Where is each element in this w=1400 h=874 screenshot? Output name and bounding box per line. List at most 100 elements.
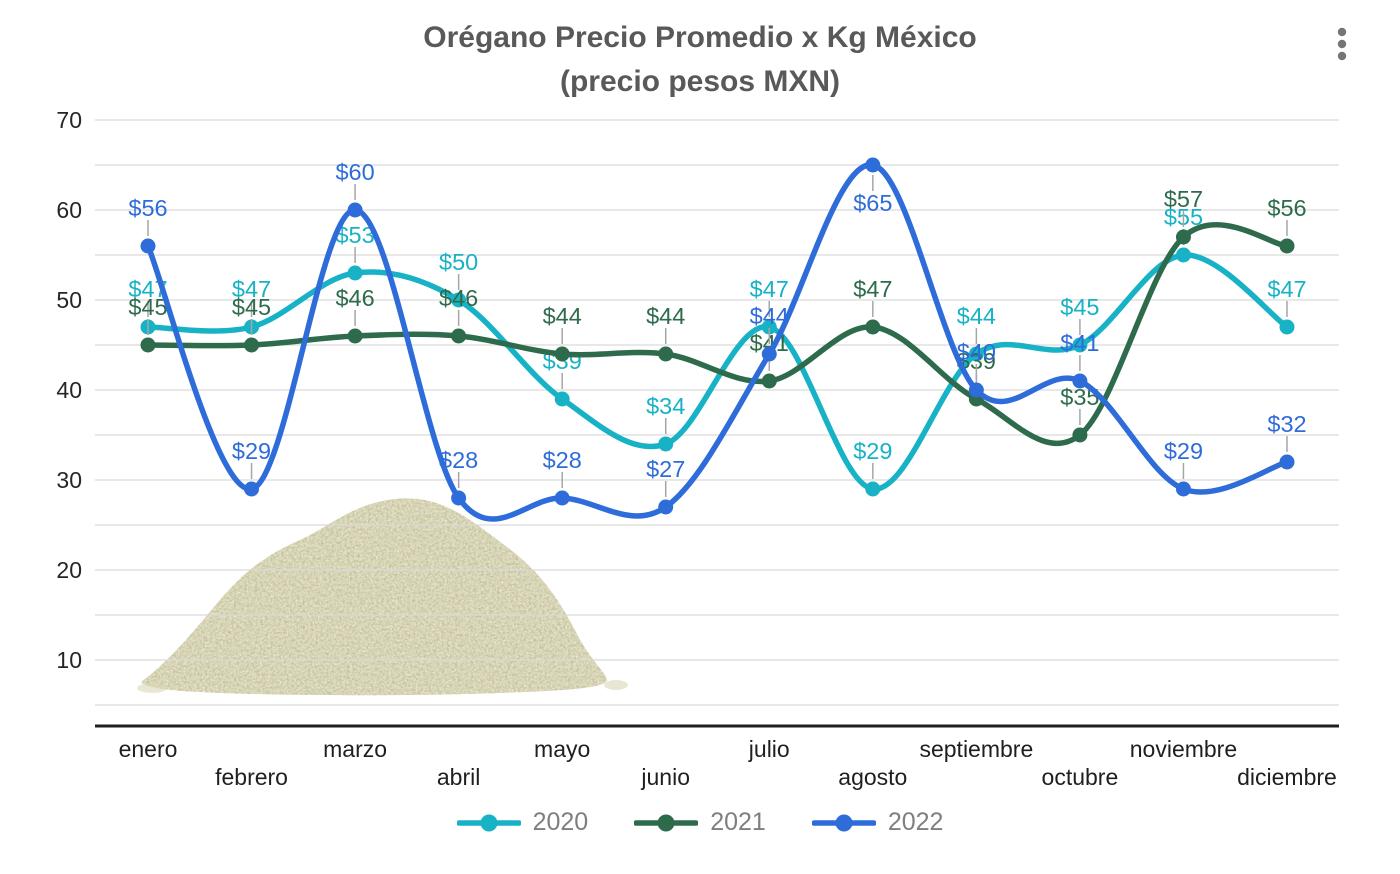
data-point-label: $28 [543, 447, 582, 473]
y-axis-tick-label: 50 [56, 287, 82, 313]
data-point-marker-2021[interactable] [244, 337, 260, 353]
y-axis-tick-label: 10 [56, 647, 82, 673]
legend-series-marker-icon [456, 814, 521, 831]
data-point-marker-2020[interactable] [554, 391, 570, 407]
x-axis-tick-label: diciembre [1237, 764, 1337, 790]
data-point-label: $65 [853, 190, 892, 216]
data-point-label: $40 [957, 339, 996, 365]
data-point-marker-2020[interactable] [1279, 319, 1295, 335]
data-point-marker-2022[interactable] [1279, 454, 1295, 470]
data-point-marker-2021[interactable] [658, 346, 674, 362]
data-point-label: $47 [232, 276, 271, 302]
data-point-marker-2020[interactable] [761, 319, 777, 335]
data-point-marker-2020[interactable] [865, 481, 881, 497]
data-point-marker-2022[interactable] [451, 490, 467, 506]
data-point-label: $27 [646, 456, 685, 482]
data-point-marker-2021[interactable] [1072, 427, 1088, 443]
legend-label-2021: 2021 [710, 808, 766, 836]
data-point-label: $60 [335, 159, 374, 185]
y-axis-tick-label: 20 [56, 557, 82, 583]
data-point-label: $44 [750, 303, 789, 329]
data-point-marker-2022[interactable] [140, 238, 156, 254]
legend-item-2022: 2022 [811, 808, 944, 837]
y-axis-tick-label: 30 [56, 467, 82, 493]
y-axis-tick-label: 70 [56, 107, 82, 133]
data-point-marker-2022[interactable] [761, 346, 777, 362]
data-point-label: $28 [439, 447, 478, 473]
chart-menu-button[interactable] [1326, 22, 1358, 66]
data-point-label: $56 [1267, 195, 1306, 221]
data-point-label: $44 [646, 303, 685, 329]
data-point-marker-2021[interactable] [865, 319, 881, 335]
x-axis-tick-label: junio [640, 764, 690, 790]
data-point-label: $29 [232, 438, 271, 464]
data-point-label: $32 [1267, 411, 1306, 437]
x-axis-tick-label: septiembre [919, 736, 1033, 762]
data-point-label: $44 [543, 303, 582, 329]
x-axis-tick-label: enero [119, 736, 178, 762]
kebab-menu-icon [1337, 27, 1347, 61]
data-point-marker-2022[interactable] [244, 481, 260, 497]
data-point-label: $29 [1164, 438, 1203, 464]
data-point-marker-2020[interactable] [347, 265, 363, 281]
data-point-marker-2021[interactable] [347, 328, 363, 344]
x-axis-tick-label: agosto [838, 764, 907, 790]
data-point-label: $34 [646, 393, 685, 419]
chart-title: Orégano Precio Promedio x Kg México [423, 21, 977, 54]
legend-series-marker-icon [811, 814, 876, 831]
legend-item-2020: 2020 [456, 808, 589, 837]
data-point-label: $45 [232, 294, 271, 320]
data-point-label: $50 [439, 249, 478, 275]
data-point-label: $44 [957, 303, 996, 329]
data-point-marker-2022[interactable] [968, 382, 984, 398]
data-point-label: $46 [335, 285, 374, 311]
x-axis-tick-label: abril [437, 764, 480, 790]
x-axis-tick-label: octubre [1042, 764, 1119, 790]
data-point-label: $41 [1060, 330, 1099, 356]
data-point-marker-2021[interactable] [140, 337, 156, 353]
oregano-pile-image [137, 498, 628, 696]
data-point-label: $57 [1164, 186, 1203, 212]
x-axis-tick-label: noviembre [1130, 736, 1237, 762]
legend-label-2020: 2020 [532, 808, 589, 836]
data-point-label: $56 [128, 195, 167, 221]
data-point-marker-2022[interactable] [658, 499, 674, 515]
series-line-2021 [145, 222, 1290, 447]
data-point-label: $29 [853, 438, 892, 464]
data-point-marker-2020[interactable] [451, 292, 467, 308]
legend-item-2021: 2021 [634, 808, 766, 837]
data-point-marker-2022[interactable] [865, 157, 881, 173]
data-point-marker-2021[interactable] [761, 373, 777, 389]
data-point-marker-2022[interactable] [554, 490, 570, 506]
data-point-label: $47 [853, 276, 892, 302]
data-point-label: $47 [750, 276, 789, 302]
chart-title-block: Orégano Precio Promedio x Kg México (pre… [0, 16, 1400, 104]
chart-subtitle: (precio pesos MXN) [559, 65, 841, 98]
data-point-marker-2022[interactable] [1072, 373, 1088, 389]
data-point-marker-2020[interactable] [1175, 247, 1191, 263]
data-point-marker-2021[interactable] [554, 346, 570, 362]
data-point-label: $45 [128, 294, 167, 320]
legend-series-marker-icon [634, 814, 699, 831]
series-line-2022 [145, 162, 1290, 522]
chart-legend: 2020 2021 2022 [0, 808, 1400, 837]
data-point-marker-2022[interactable] [347, 202, 363, 218]
x-axis-tick-label: mayo [534, 736, 590, 762]
data-point-marker-2020[interactable] [1072, 337, 1088, 353]
data-point-label: $45 [1060, 294, 1099, 320]
data-point-marker-2020[interactable] [968, 346, 984, 362]
legend-label-2022: 2022 [887, 808, 944, 836]
data-point-marker-2021[interactable] [1279, 238, 1295, 254]
data-point-label: $47 [1267, 276, 1306, 302]
data-point-marker-2022[interactable] [1175, 481, 1191, 497]
y-axis-tick-label: 60 [56, 197, 82, 223]
x-axis-tick-label: febrero [215, 764, 288, 790]
x-axis-tick-label: julio [748, 736, 790, 762]
data-point-marker-2020[interactable] [658, 436, 674, 452]
data-point-marker-2021[interactable] [451, 328, 467, 344]
data-point-label: $46 [439, 285, 478, 311]
y-axis-tick-label: 40 [56, 377, 82, 403]
data-point-marker-2021[interactable] [1175, 229, 1191, 245]
